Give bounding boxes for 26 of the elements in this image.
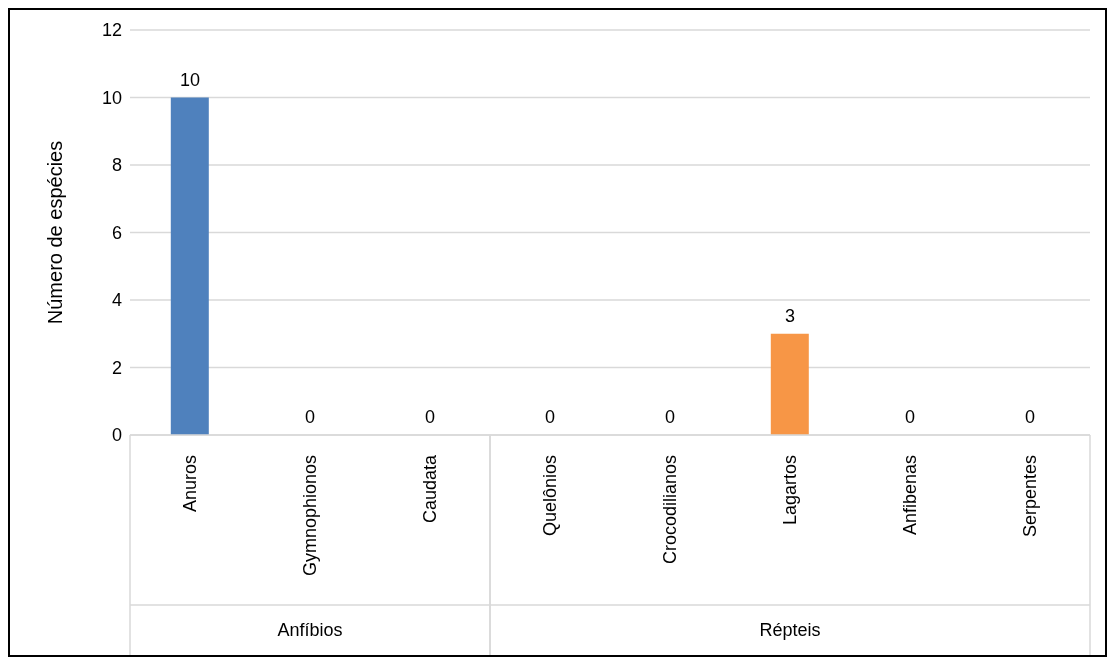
- data-label: 0: [304, 407, 316, 427]
- data-label: 0: [544, 407, 556, 427]
- data-label: 0: [664, 407, 676, 427]
- data-label: 0: [904, 407, 916, 427]
- data-label: 0: [1024, 407, 1036, 427]
- text: Anfíbios: [277, 620, 343, 640]
- x-tick-label: Anuros: [180, 455, 200, 513]
- data-label: 0: [424, 407, 436, 427]
- x-tick-label: Lagartos: [780, 455, 800, 526]
- text: Répteis: [759, 620, 821, 640]
- x-tick-label: Gymnophionos: [300, 455, 320, 577]
- data-label: 3: [784, 305, 796, 326]
- y-tick-label: 0: [111, 425, 122, 446]
- y-tick-label: 4: [111, 290, 122, 311]
- x-tick-label: Serpentes: [1020, 455, 1040, 538]
- y-tick-label: 10: [101, 87, 122, 108]
- x-tick-label: Quelônios: [540, 455, 560, 537]
- y-tick-label: 6: [111, 222, 122, 243]
- y-tick-label: 12: [101, 20, 122, 41]
- x-tick-label: Caudata: [420, 454, 440, 524]
- y-axis-title: Número de espécies: [44, 140, 67, 325]
- y-tick-label: 2: [111, 357, 122, 378]
- x-tick-label: Anfibenas: [900, 455, 920, 536]
- data-label: 10: [179, 69, 201, 90]
- y-tick-label: 8: [111, 155, 122, 176]
- x-tick-label: Crocodilianos: [660, 455, 680, 565]
